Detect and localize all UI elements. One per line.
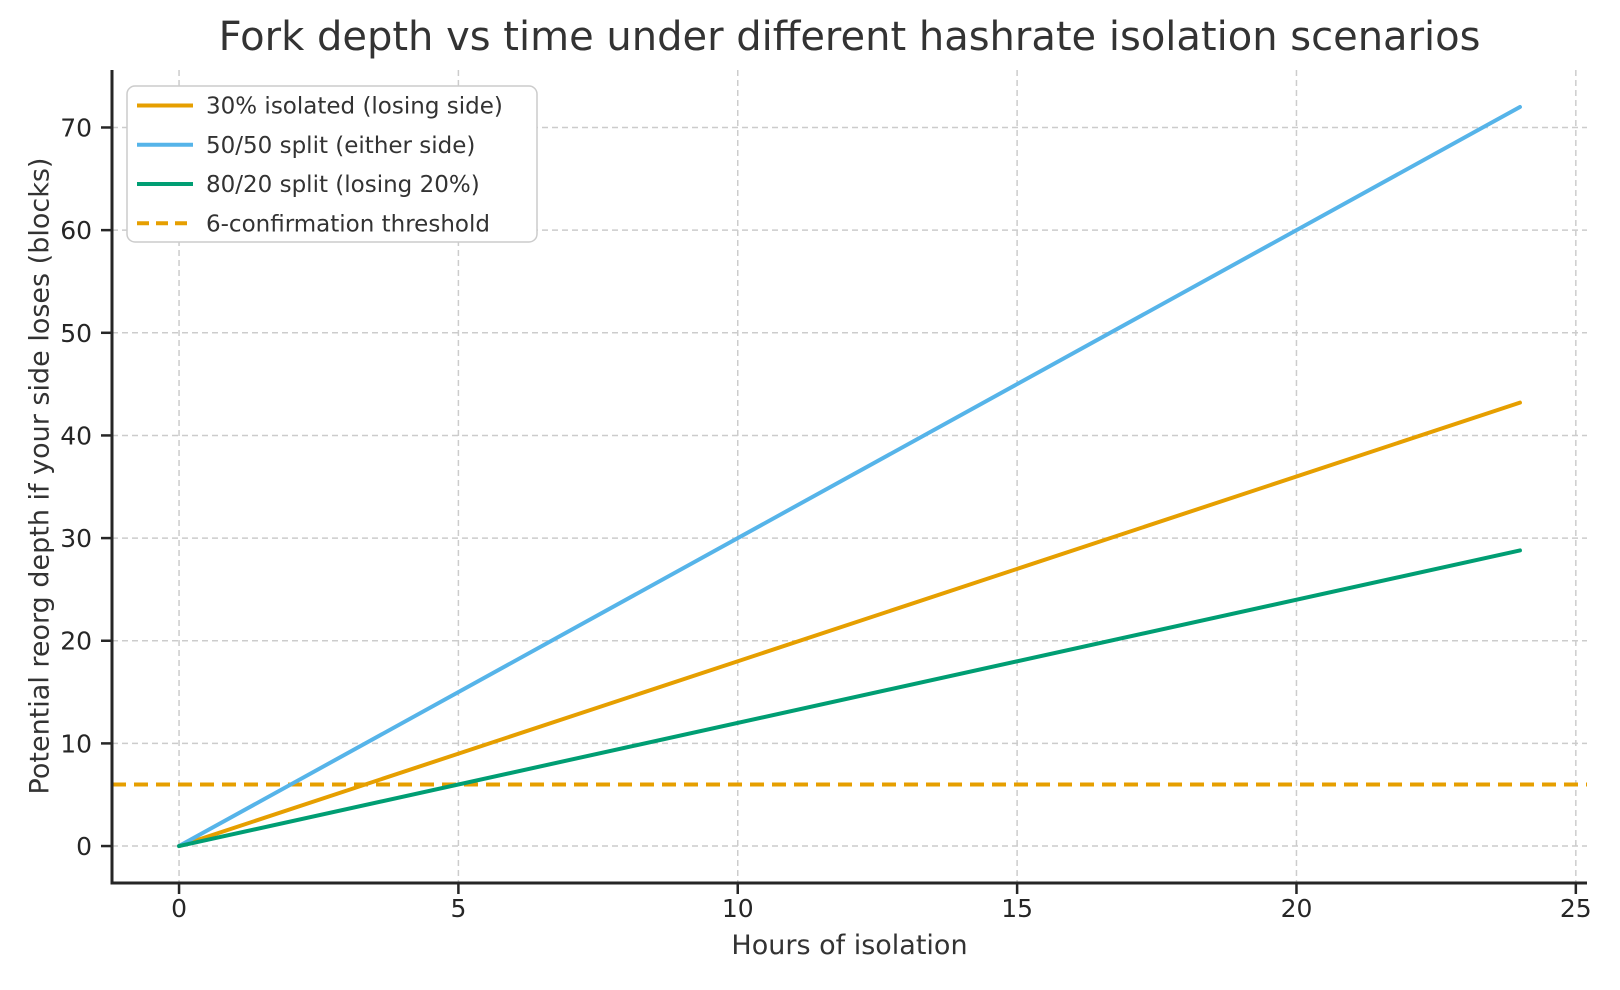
series-line-50-50-split-either-side — [177, 104, 1522, 849]
x-tick-label-15: 15 — [1001, 894, 1033, 923]
x-tick-label-20: 20 — [1281, 894, 1313, 923]
x-axis-label: Hours of isolation — [731, 930, 968, 961]
legend-label-30-isolated-losing-side: 30% isolated (losing side) — [206, 94, 503, 120]
y-tick-label-70: 70 — [60, 113, 92, 142]
series-line-80-20-split-losing-20 — [177, 548, 1522, 849]
x-tick-label-5: 5 — [450, 894, 466, 923]
x-tick-label-10: 10 — [722, 894, 754, 923]
y-tick-label-50: 50 — [60, 319, 92, 348]
legend-label-50-50-split-either-side: 50/50 split (either side) — [206, 133, 475, 159]
legend-label-6-confirmation-threshold: 6-confirmation threshold — [206, 211, 490, 237]
legend-label-80-20-split-losing-20: 80/20 split (losing 20%) — [206, 172, 480, 198]
y-axis-label: Potential reorg depth if your side loses… — [24, 157, 56, 795]
y-tick-label-40: 40 — [60, 421, 92, 450]
chart-title: Fork depth vs time under different hashr… — [218, 14, 1481, 60]
x-tick-label-0: 0 — [171, 894, 187, 923]
y-tick-label-10: 10 — [60, 729, 92, 758]
y-tick-label-60: 60 — [60, 216, 92, 245]
x-tick-label-25: 25 — [1560, 894, 1592, 923]
series-line-30-isolated-losing-side — [177, 400, 1522, 849]
y-tick-label-30: 30 — [60, 524, 92, 553]
y-tick-label-20: 20 — [60, 627, 92, 656]
y-tick-label-0: 0 — [76, 832, 92, 861]
legend — [126, 85, 538, 243]
